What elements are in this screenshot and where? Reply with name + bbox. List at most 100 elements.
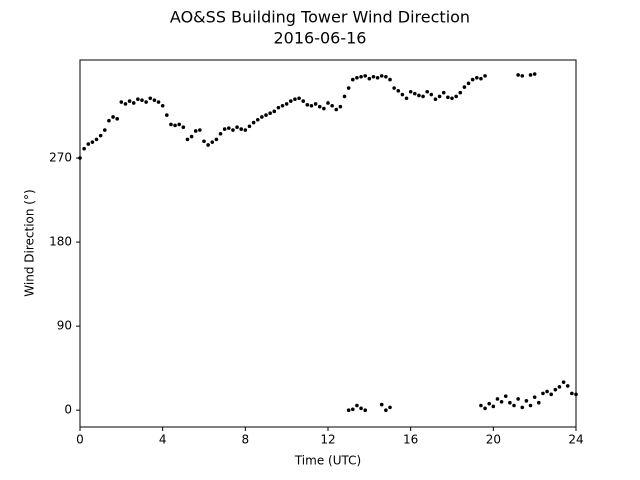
data-point <box>173 123 177 128</box>
data-point <box>570 391 574 396</box>
data-point <box>181 125 186 130</box>
data-point <box>516 397 520 401</box>
y-axis-label: Wind Direction (°) <box>23 189 37 296</box>
data-point <box>565 384 570 388</box>
data-point <box>251 120 256 125</box>
data-point <box>276 105 281 110</box>
data-point <box>127 99 132 103</box>
data-point <box>512 403 516 408</box>
data-point <box>198 128 202 132</box>
data-point <box>131 101 136 105</box>
data-point <box>160 103 165 108</box>
data-point <box>355 75 359 80</box>
data-point <box>165 113 169 117</box>
data-point <box>222 127 227 131</box>
data-point <box>532 72 537 76</box>
data-point <box>421 94 425 99</box>
data-point <box>235 125 239 130</box>
data-point <box>111 115 115 119</box>
data-point <box>115 117 119 121</box>
data-point <box>479 403 483 408</box>
data-point <box>334 107 339 112</box>
data-point <box>148 96 153 101</box>
data-point <box>475 75 479 80</box>
data-point <box>317 104 322 109</box>
data-point <box>98 133 103 138</box>
data-point <box>86 142 91 146</box>
data-point <box>309 103 314 108</box>
data-point <box>520 405 525 410</box>
data-point <box>119 100 124 104</box>
data-point <box>454 94 458 99</box>
data-point <box>466 81 471 86</box>
data-point <box>408 89 413 94</box>
data-point <box>255 117 260 122</box>
data-point <box>260 115 264 119</box>
data-point <box>264 113 268 117</box>
data-point <box>330 103 334 108</box>
data-point <box>499 399 504 404</box>
data-point <box>561 380 566 384</box>
data-point <box>169 122 173 127</box>
data-point <box>136 97 140 102</box>
data-point <box>537 400 541 405</box>
data-point <box>388 405 392 410</box>
data-point <box>82 146 86 151</box>
data-point <box>363 74 368 78</box>
data-point <box>284 102 289 106</box>
data-point <box>243 128 248 132</box>
data-point <box>462 85 467 89</box>
data-point <box>441 90 446 95</box>
data-point <box>231 128 235 132</box>
data-point <box>425 89 430 94</box>
data-point <box>351 407 355 412</box>
data-point <box>103 128 107 132</box>
data-point <box>384 408 388 412</box>
data-point <box>78 156 82 160</box>
data-point <box>293 97 297 102</box>
data-point <box>268 111 272 116</box>
y-tick-label: 90 <box>57 319 72 333</box>
data-point <box>239 127 243 131</box>
data-point <box>446 95 450 100</box>
data-point <box>210 140 215 144</box>
x-tick-label: 12 <box>320 433 335 447</box>
x-axis-label: Time (UTC) <box>294 454 361 468</box>
data-point <box>503 394 508 398</box>
chart-title: AO&SS Building Tower Wind Direction <box>170 8 470 27</box>
data-point <box>553 387 558 392</box>
data-point <box>379 74 384 78</box>
data-point <box>301 99 306 103</box>
data-point <box>470 77 475 82</box>
data-point <box>384 75 388 79</box>
data-point <box>458 90 463 95</box>
data-point <box>144 100 148 104</box>
data-point <box>429 92 434 97</box>
data-point <box>156 100 161 104</box>
data-point <box>532 395 537 399</box>
data-point <box>189 134 194 139</box>
data-point <box>326 101 330 105</box>
x-tick-label: 20 <box>486 433 501 447</box>
data-point <box>520 74 525 78</box>
data-point <box>404 96 409 101</box>
data-point <box>437 94 442 99</box>
data-point <box>297 96 301 101</box>
data-point <box>177 122 181 127</box>
data-point <box>185 137 190 142</box>
chart-subtitle: 2016-06-16 <box>274 29 367 48</box>
x-tick-label: 16 <box>403 433 418 447</box>
data-point <box>107 118 111 123</box>
data-point <box>123 102 128 106</box>
data-point <box>206 143 210 147</box>
data-point <box>516 73 520 77</box>
data-point <box>528 73 533 77</box>
data-point <box>280 103 285 108</box>
data-point <box>367 76 372 81</box>
data-point <box>94 137 99 142</box>
data-point <box>214 137 219 142</box>
data-point <box>346 408 351 412</box>
data-point <box>371 75 376 79</box>
data-point <box>342 94 347 99</box>
